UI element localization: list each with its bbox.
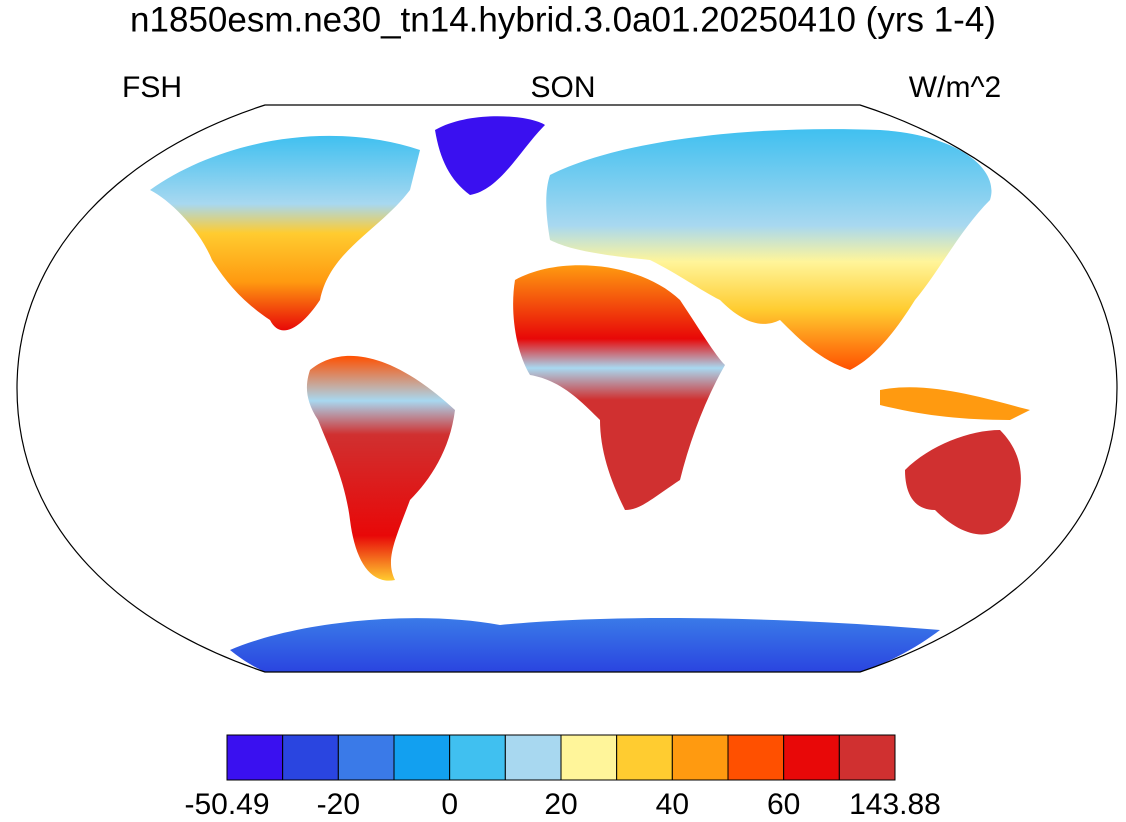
- colorbar-label: 143.88: [849, 788, 941, 821]
- eurasia: [546, 129, 992, 370]
- map-outline: [16, 104, 1118, 673]
- colorbar-label: 60: [767, 788, 800, 821]
- colorbar-box: [783, 734, 840, 781]
- colorbar-box: [838, 734, 896, 781]
- antarctica: [230, 618, 940, 672]
- greenland: [435, 116, 545, 195]
- colorbar-label: 0: [441, 788, 458, 821]
- units-label: W/m^2: [909, 71, 1001, 104]
- colorbar-box: [560, 734, 618, 781]
- colorbar-box: [671, 734, 729, 781]
- colorbar-box: [504, 734, 562, 781]
- title: n1850esm.ne30_tn14.hybrid.3.0a01.2025041…: [130, 0, 996, 39]
- colorbar-box: [727, 734, 785, 781]
- colorbar-box: [449, 734, 506, 781]
- colorbar-box: [226, 734, 284, 781]
- variable-label: FSH: [122, 71, 182, 104]
- colorbar-label: 20: [544, 788, 577, 821]
- colorbar-label: -20: [317, 788, 360, 821]
- africa: [513, 265, 725, 510]
- australia: [905, 430, 1021, 535]
- colorbar-box: [616, 734, 673, 781]
- colorbar-label: -50.49: [184, 788, 269, 821]
- colorbar-box: [282, 734, 339, 781]
- south-america: [306, 355, 455, 581]
- colorbar-box: [337, 734, 395, 781]
- north-america: [150, 135, 420, 331]
- maritime-asia: [880, 387, 1030, 420]
- colorbar-label: 40: [656, 788, 689, 821]
- map: [16, 104, 1118, 673]
- colorbar: -50.49 -20 0 20 40 60 143.88: [184, 734, 941, 821]
- season-label: SON: [530, 71, 595, 104]
- colorbar-box: [393, 734, 451, 781]
